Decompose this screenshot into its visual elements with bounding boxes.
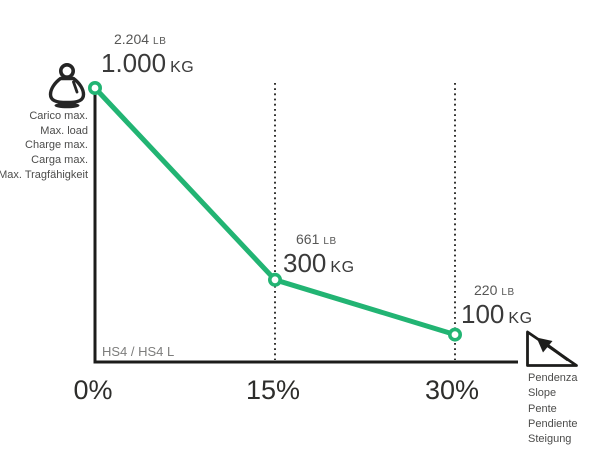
point-1-lb-value: 661 bbox=[296, 231, 320, 247]
data-point-marker-15pct bbox=[267, 272, 282, 287]
point-2-lb-unit: LB bbox=[501, 287, 515, 298]
point-label-0: 2.204 LB 1.000 KG bbox=[101, 31, 194, 81]
point-2-kg: 100 KG bbox=[461, 301, 533, 332]
slope-triangle-icon bbox=[526, 330, 578, 367]
data-point-marker-0pct bbox=[88, 81, 103, 96]
point-1-lb-unit: LB bbox=[323, 236, 337, 247]
point-label-2: 220 LB 100 KG bbox=[461, 282, 533, 332]
point-0-kg-unit: KG bbox=[170, 59, 195, 76]
slope-legend-line-es: Pendiente bbox=[528, 417, 578, 430]
point-1-kg: 300 KG bbox=[283, 250, 355, 281]
dotted-gridlines bbox=[274, 83, 456, 360]
point-2-lb: 220 LB bbox=[474, 282, 533, 301]
point-0-lb-unit: LB bbox=[153, 36, 167, 47]
max-load-legend-line-de: Max. Tragfähigkeit bbox=[0, 168, 88, 181]
point-1-kg-value: 300 bbox=[283, 248, 327, 278]
x-tick-30: 30% bbox=[424, 375, 480, 405]
point-2-lb-value: 220 bbox=[474, 282, 498, 298]
slope-legend-line-de: Steigung bbox=[528, 433, 572, 446]
x-tick-15: 15% bbox=[245, 375, 301, 405]
point-label-1: 661 LB 300 KG bbox=[283, 231, 355, 281]
kettlebell-weight-icon bbox=[48, 63, 86, 109]
max-load-legend-line-es: Carga max. bbox=[31, 154, 88, 167]
point-0-kg: 1.000 KG bbox=[101, 50, 194, 81]
slope-legend-line-it: Pendenza bbox=[528, 372, 578, 384]
max-load-legend: Carico max. Max. load Charge max. Carga … bbox=[0, 109, 88, 183]
point-1-lb: 661 LB bbox=[296, 231, 355, 250]
data-point-markers bbox=[88, 81, 462, 342]
point-1-kg-unit: KG bbox=[330, 259, 355, 276]
point-0-lb: 2.204 LB bbox=[114, 31, 194, 50]
slope-legend-line-fr: Pente bbox=[528, 402, 557, 415]
point-2-kg-unit: KG bbox=[508, 310, 533, 327]
data-point-marker-30pct bbox=[447, 327, 462, 342]
slope-legend: Pendenza Slope Pente Pendiente Steigung bbox=[528, 371, 578, 447]
point-2-kg-value: 100 bbox=[461, 299, 505, 329]
point-0-kg-value: 1.000 bbox=[101, 48, 167, 78]
x-tick-0: 0% bbox=[73, 375, 113, 405]
point-0-lb-value: 2.204 bbox=[114, 31, 150, 47]
max-load-legend-line-fr: Charge max. bbox=[25, 139, 88, 152]
max-load-legend-line-it: Carico max. bbox=[29, 110, 88, 122]
model-label: HS4 / HS4 L bbox=[102, 344, 175, 359]
slope-legend-line-en: Slope bbox=[528, 387, 557, 400]
max-load-legend-line-en: Max. load bbox=[40, 124, 88, 137]
